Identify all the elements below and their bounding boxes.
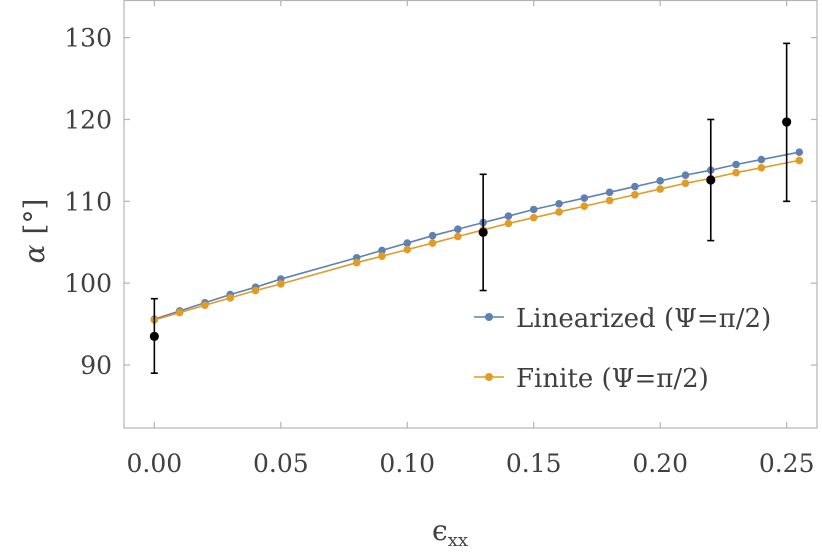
measurement-point <box>782 117 792 127</box>
series-finite-point <box>201 301 209 310</box>
series-linearized-point <box>681 171 690 179</box>
series-linearized-point <box>580 194 589 202</box>
series-finite-point <box>226 294 235 302</box>
series-finite-point <box>378 252 386 260</box>
series-finite-point <box>428 239 437 247</box>
series-linearized-point <box>631 182 639 191</box>
y-tick-label: 90 <box>80 351 112 380</box>
series-finite-point <box>529 213 538 222</box>
series-finite-point <box>555 208 563 216</box>
series-finite-point <box>605 196 614 205</box>
series-finite-point <box>251 286 260 295</box>
legend-linearized-marker <box>485 313 493 321</box>
series-finite-line <box>154 159 800 321</box>
series-linearized-point <box>555 199 563 208</box>
series-linearized-line <box>154 151 800 320</box>
measurement-point <box>149 331 159 341</box>
x-axis-label-subscript: xx <box>448 530 468 551</box>
x-tick-label: 0.15 <box>506 449 562 478</box>
series-linearized-point <box>504 212 513 220</box>
series-linearized-point <box>428 231 437 240</box>
series-finite-point <box>352 258 361 267</box>
series-finite-point <box>631 190 639 199</box>
legend-linearized-label: Linearized (Ψ=π/2) <box>516 304 771 334</box>
series-finite-point <box>580 202 589 211</box>
series-linearized-point <box>605 188 614 197</box>
x-tick-label: 0.20 <box>632 449 688 478</box>
series-linearized-point <box>378 246 386 255</box>
series-linearized-point <box>757 155 766 164</box>
legend-finite-marker <box>485 373 493 381</box>
series-linearized-point <box>529 205 538 214</box>
y-tick-label: 110 <box>64 187 112 216</box>
y-axis-label-symbol: α <box>18 244 51 263</box>
legend-finite-label: Finite (Ψ=π/2) <box>516 364 709 394</box>
series-finite-point <box>795 156 804 165</box>
x-tick-label: 0.10 <box>379 449 435 478</box>
tick-layer: 0.00 0.05 0.10 0.15 0.20 0.25 90 100 110 120 130 <box>64 0 817 478</box>
x-axis-label-symbol: ϵ <box>432 514 448 547</box>
x-tick-label: 0.00 <box>127 449 183 478</box>
series-finite-point <box>656 185 664 193</box>
plot-frame-rect <box>123 0 818 429</box>
series-linearized-point <box>403 239 412 247</box>
series-finite-point <box>504 219 513 228</box>
y-axis-label: α [°] <box>18 199 51 264</box>
measurements-layer <box>149 42 792 374</box>
series-finite-point <box>681 179 690 188</box>
x-axis-label: ϵxx <box>432 514 468 551</box>
series-finite-point <box>277 280 285 288</box>
series-linearized-point <box>656 177 664 185</box>
series-finite-point <box>732 168 740 177</box>
measurement-point <box>478 227 488 238</box>
x-tick-label: 0.25 <box>759 449 815 478</box>
x-tick-label: 0.05 <box>253 449 309 478</box>
series-finite-point <box>454 232 462 241</box>
series-finite-point <box>757 163 766 172</box>
y-tick-label: 130 <box>64 24 112 53</box>
measurement-point <box>706 175 716 185</box>
y-tick-label: 120 <box>64 105 112 134</box>
y-tick-label: 100 <box>64 269 112 298</box>
y-axis-label-unit: [°] <box>18 199 51 235</box>
plot-frame <box>123 0 818 429</box>
axis-labels: α [°] ϵxx <box>18 199 468 551</box>
series-linearized-point <box>795 148 804 157</box>
series-finite-point <box>403 245 412 254</box>
series-finite-point <box>175 308 184 317</box>
series-linearized-point <box>732 160 740 169</box>
legend: Linearized (Ψ=π/2) Finite (Ψ=π/2) <box>474 304 771 394</box>
series-linearized-point <box>454 225 462 233</box>
